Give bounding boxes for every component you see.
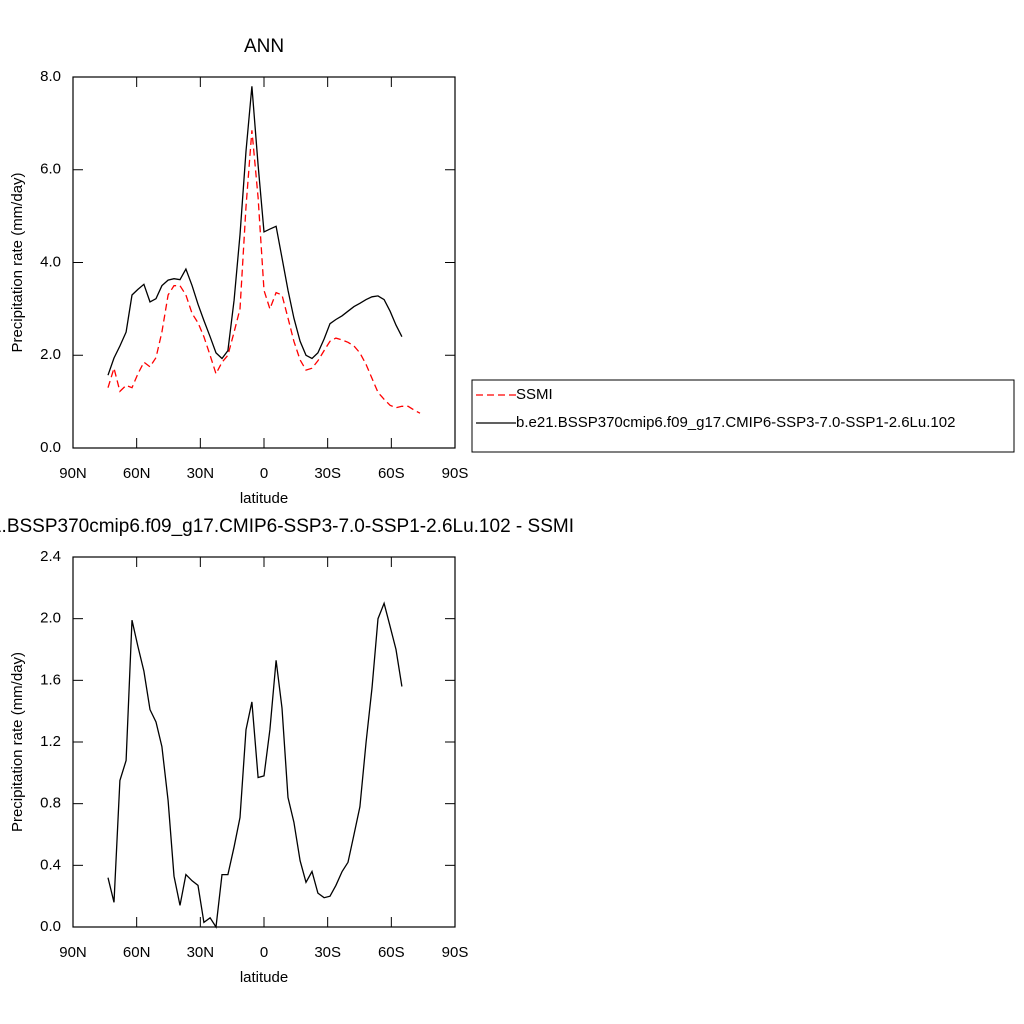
x-tick-label: 90N (59, 944, 87, 961)
y-axis-label: Precipitation rate (mm/day) (9, 172, 26, 352)
y-tick-label: 0.0 (40, 918, 61, 935)
y-tick-label: 1.6 (40, 671, 61, 688)
plot-frame (72, 76, 456, 449)
y-tick-label: 0.4 (40, 856, 61, 873)
x-axis-label: latitude (240, 490, 288, 507)
y-tick-label: 0.8 (40, 795, 61, 812)
legend-label: SSMI (516, 386, 553, 403)
data-line (107, 130, 421, 414)
x-tick-label: 60N (123, 944, 151, 961)
y-tick-label: 8.0 (40, 68, 61, 85)
plot-frame (72, 556, 456, 928)
x-tick-label: 30S (314, 944, 341, 961)
y-tick-label: 2.0 (40, 346, 61, 363)
x-tick-label: 90S (442, 944, 469, 961)
y-tick-label: 6.0 (40, 161, 61, 178)
x-tick-label: 30N (187, 465, 215, 482)
legend-label: b.e21.BSSP370cmip6.f09_g17.CMIP6-SSP3-7.… (516, 414, 955, 431)
chart-title: ANN (244, 36, 284, 57)
y-tick-label: 4.0 (40, 253, 61, 270)
x-tick-label: 60N (123, 465, 151, 482)
x-tick-label: 60S (378, 944, 405, 961)
data-line (107, 86, 403, 376)
y-axis-label: Precipitation rate (mm/day) (9, 652, 26, 832)
y-tick-label: 1.2 (40, 733, 61, 750)
y-tick-label: 2.0 (40, 610, 61, 627)
x-tick-label: 0 (260, 944, 268, 961)
data-line (107, 601, 403, 929)
x-tick-label: 90N (59, 465, 87, 482)
x-tick-label: 60S (378, 465, 405, 482)
legend: SSMI b.e21.BSSP370cmip6.f09_g17.CMIP6-SSP… (471, 379, 1015, 453)
x-tick-label: 30N (187, 944, 215, 961)
x-tick-label: 0 (260, 465, 268, 482)
x-tick-label: 30S (314, 465, 341, 482)
chart-title: b.e21.BSSP370cmip6.f09_g17.CMIP6-SSP3-7.… (0, 516, 574, 537)
x-tick-label: 90S (442, 465, 469, 482)
y-tick-label: 2.4 (40, 548, 61, 565)
x-axis-label: latitude (240, 969, 288, 986)
y-tick-label: 0.0 (40, 439, 61, 456)
legend-box (471, 379, 1015, 453)
